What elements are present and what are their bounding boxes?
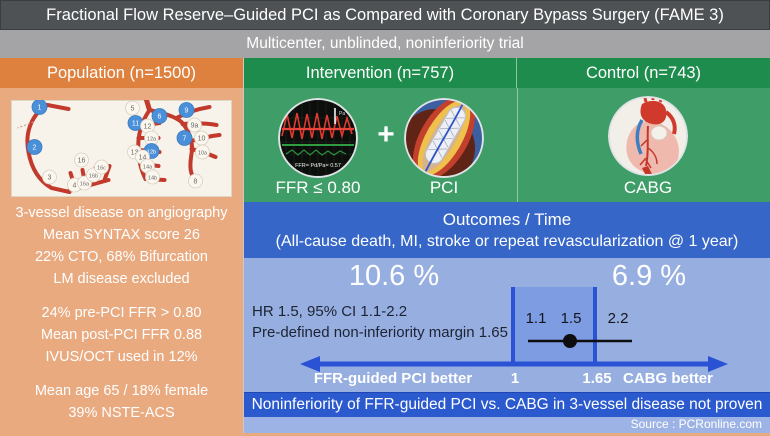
svg-text:8: 8 [194, 178, 198, 185]
control-header: Control (n=743) [517, 58, 770, 88]
arrow-left-head [300, 356, 320, 372]
svg-text:14: 14 [139, 154, 147, 161]
svg-text:16a: 16a [80, 181, 90, 187]
conclusion-banner: Noninferiority of FFR-guided PCI vs. CAB… [244, 392, 770, 417]
confidence-interval-plot [528, 334, 632, 348]
pci-better-label: FFR-guided PCI better [313, 370, 473, 387]
cabg-better-label: CABG better [622, 370, 713, 387]
hr-point-marker [563, 334, 577, 348]
population-line: Mean SYNTAX score 26 [43, 227, 200, 243]
noninferiority-zone [511, 287, 597, 363]
population-line: LM disease excluded [53, 271, 190, 287]
pci-label: PCI [429, 178, 459, 197]
cabg-heart-image [608, 96, 688, 176]
results-panel: 10.6 % 6.9 % HR 1.5, 95% CI 1.1-2.2 Pre-… [244, 258, 770, 392]
svg-text:16b: 16b [89, 173, 98, 179]
population-header: Population (n=1500) [0, 58, 244, 88]
svg-text:12b: 12b [147, 149, 156, 155]
population-details: 3-vessel disease on angiography Mean SYN… [0, 202, 243, 436]
ffr-reading-text: FFR= Pd/Pa= 0.57 [295, 163, 341, 169]
svg-text:7: 7 [183, 135, 187, 142]
svg-text:14a: 14a [143, 164, 153, 170]
pci-stent-image [404, 98, 484, 178]
pci-event-rate: 10.6 % [348, 260, 440, 292]
ffr-block: 24% pre-PCI FFR > 0.80 Mean post-PCI FFR… [0, 302, 243, 368]
svg-text:11: 11 [132, 120, 139, 127]
population-column: 1 2 3 4 16 16a 16b 16c 5 6 7 8 9 9a 10 10a 11 12 12a 12b 13 1… [0, 88, 244, 433]
cabg-event-rate: 6.9 % [611, 260, 687, 292]
axis-reference-label: 1 [510, 370, 520, 387]
study-design-bar: Multicenter, unblinded, noninferiority t… [0, 30, 770, 58]
population-line: 39% NSTE-ACS [68, 405, 175, 421]
svg-text:9: 9 [185, 107, 189, 114]
hazard-ratio-text: HR 1.5, 95% CI 1.1-2.2 Pre-defined non-i… [252, 301, 508, 343]
svg-text:16c: 16c [97, 165, 106, 171]
population-line: 3-vessel disease on angiography [15, 205, 228, 221]
coronary-segment-diagram: 1 2 3 4 16 16a 16b 16c 5 6 7 8 9 9a 10 10a 11 12 12a 12b 13 1… [11, 97, 232, 197]
population-line: Mean age 65 / 18% female [34, 383, 209, 399]
svg-text:10a: 10a [198, 150, 208, 156]
pa-cursor-label: Pa [339, 111, 345, 117]
direction-arrow [300, 356, 728, 372]
svg-text:3: 3 [48, 174, 52, 181]
source-link[interactable]: Source : PCRonline.com [244, 417, 770, 433]
svg-text:10: 10 [198, 135, 206, 142]
cabg-label: CABG [623, 178, 673, 197]
svg-text:12a: 12a [147, 136, 157, 142]
treatment-arms-panel: Pa FFR= Pd/Pa= 0.57 + [244, 88, 770, 202]
outcomes-title: Outcomes / Time [442, 209, 572, 229]
svg-text:16: 16 [78, 157, 86, 164]
plus-icon: + [377, 118, 395, 151]
ci-low-label: 1.1 [525, 310, 547, 327]
intervention-header: Intervention (n=757) [244, 58, 517, 88]
svg-text:2: 2 [33, 144, 37, 151]
ffr-threshold-label: FFR ≤ 0.80 [275, 178, 361, 197]
population-line: IVUS/OCT used in 12% [45, 349, 198, 365]
population-line: 22% CTO, 68% Bifurcation [34, 249, 208, 265]
svg-text:1: 1 [38, 104, 42, 111]
arrow-right-head [708, 356, 728, 372]
demographics-block: Mean age 65 / 18% female 39% NSTE-ACS [0, 380, 243, 424]
svg-text:6: 6 [158, 113, 162, 120]
anatomy-block: 3-vessel disease on angiography Mean SYN… [0, 202, 243, 290]
svg-text:9a: 9a [191, 122, 199, 129]
hr-point-label: 1.5 [560, 310, 582, 327]
svg-text:4: 4 [73, 182, 77, 189]
outcomes-header: Outcomes / Time (All-cause death, MI, st… [244, 202, 770, 258]
population-line: Mean post-PCI FFR 0.88 [40, 327, 203, 343]
column-divider [517, 88, 518, 202]
axis-margin-label: 1.65 [582, 370, 612, 387]
margin-line: Pre-defined non-inferiority margin 1.65 [252, 324, 508, 341]
hr-line: HR 1.5, 95% CI 1.1-2.2 [252, 303, 408, 320]
ffr-waveform-image: Pa FFR= Pd/Pa= 0.57 [278, 98, 358, 178]
ci-high-label: 2.2 [607, 310, 629, 327]
svg-text:12: 12 [144, 123, 152, 130]
population-line: 24% pre-PCI FFR > 0.80 [41, 305, 202, 321]
svg-text:14b: 14b [148, 175, 157, 181]
svg-text:5: 5 [131, 105, 135, 112]
outcomes-subtitle: (All-cause death, MI, stroke or repeat r… [275, 232, 739, 250]
svg-text:13: 13 [131, 149, 139, 156]
page-title: Fractional Flow Reserve–Guided PCI as Co… [0, 0, 770, 30]
